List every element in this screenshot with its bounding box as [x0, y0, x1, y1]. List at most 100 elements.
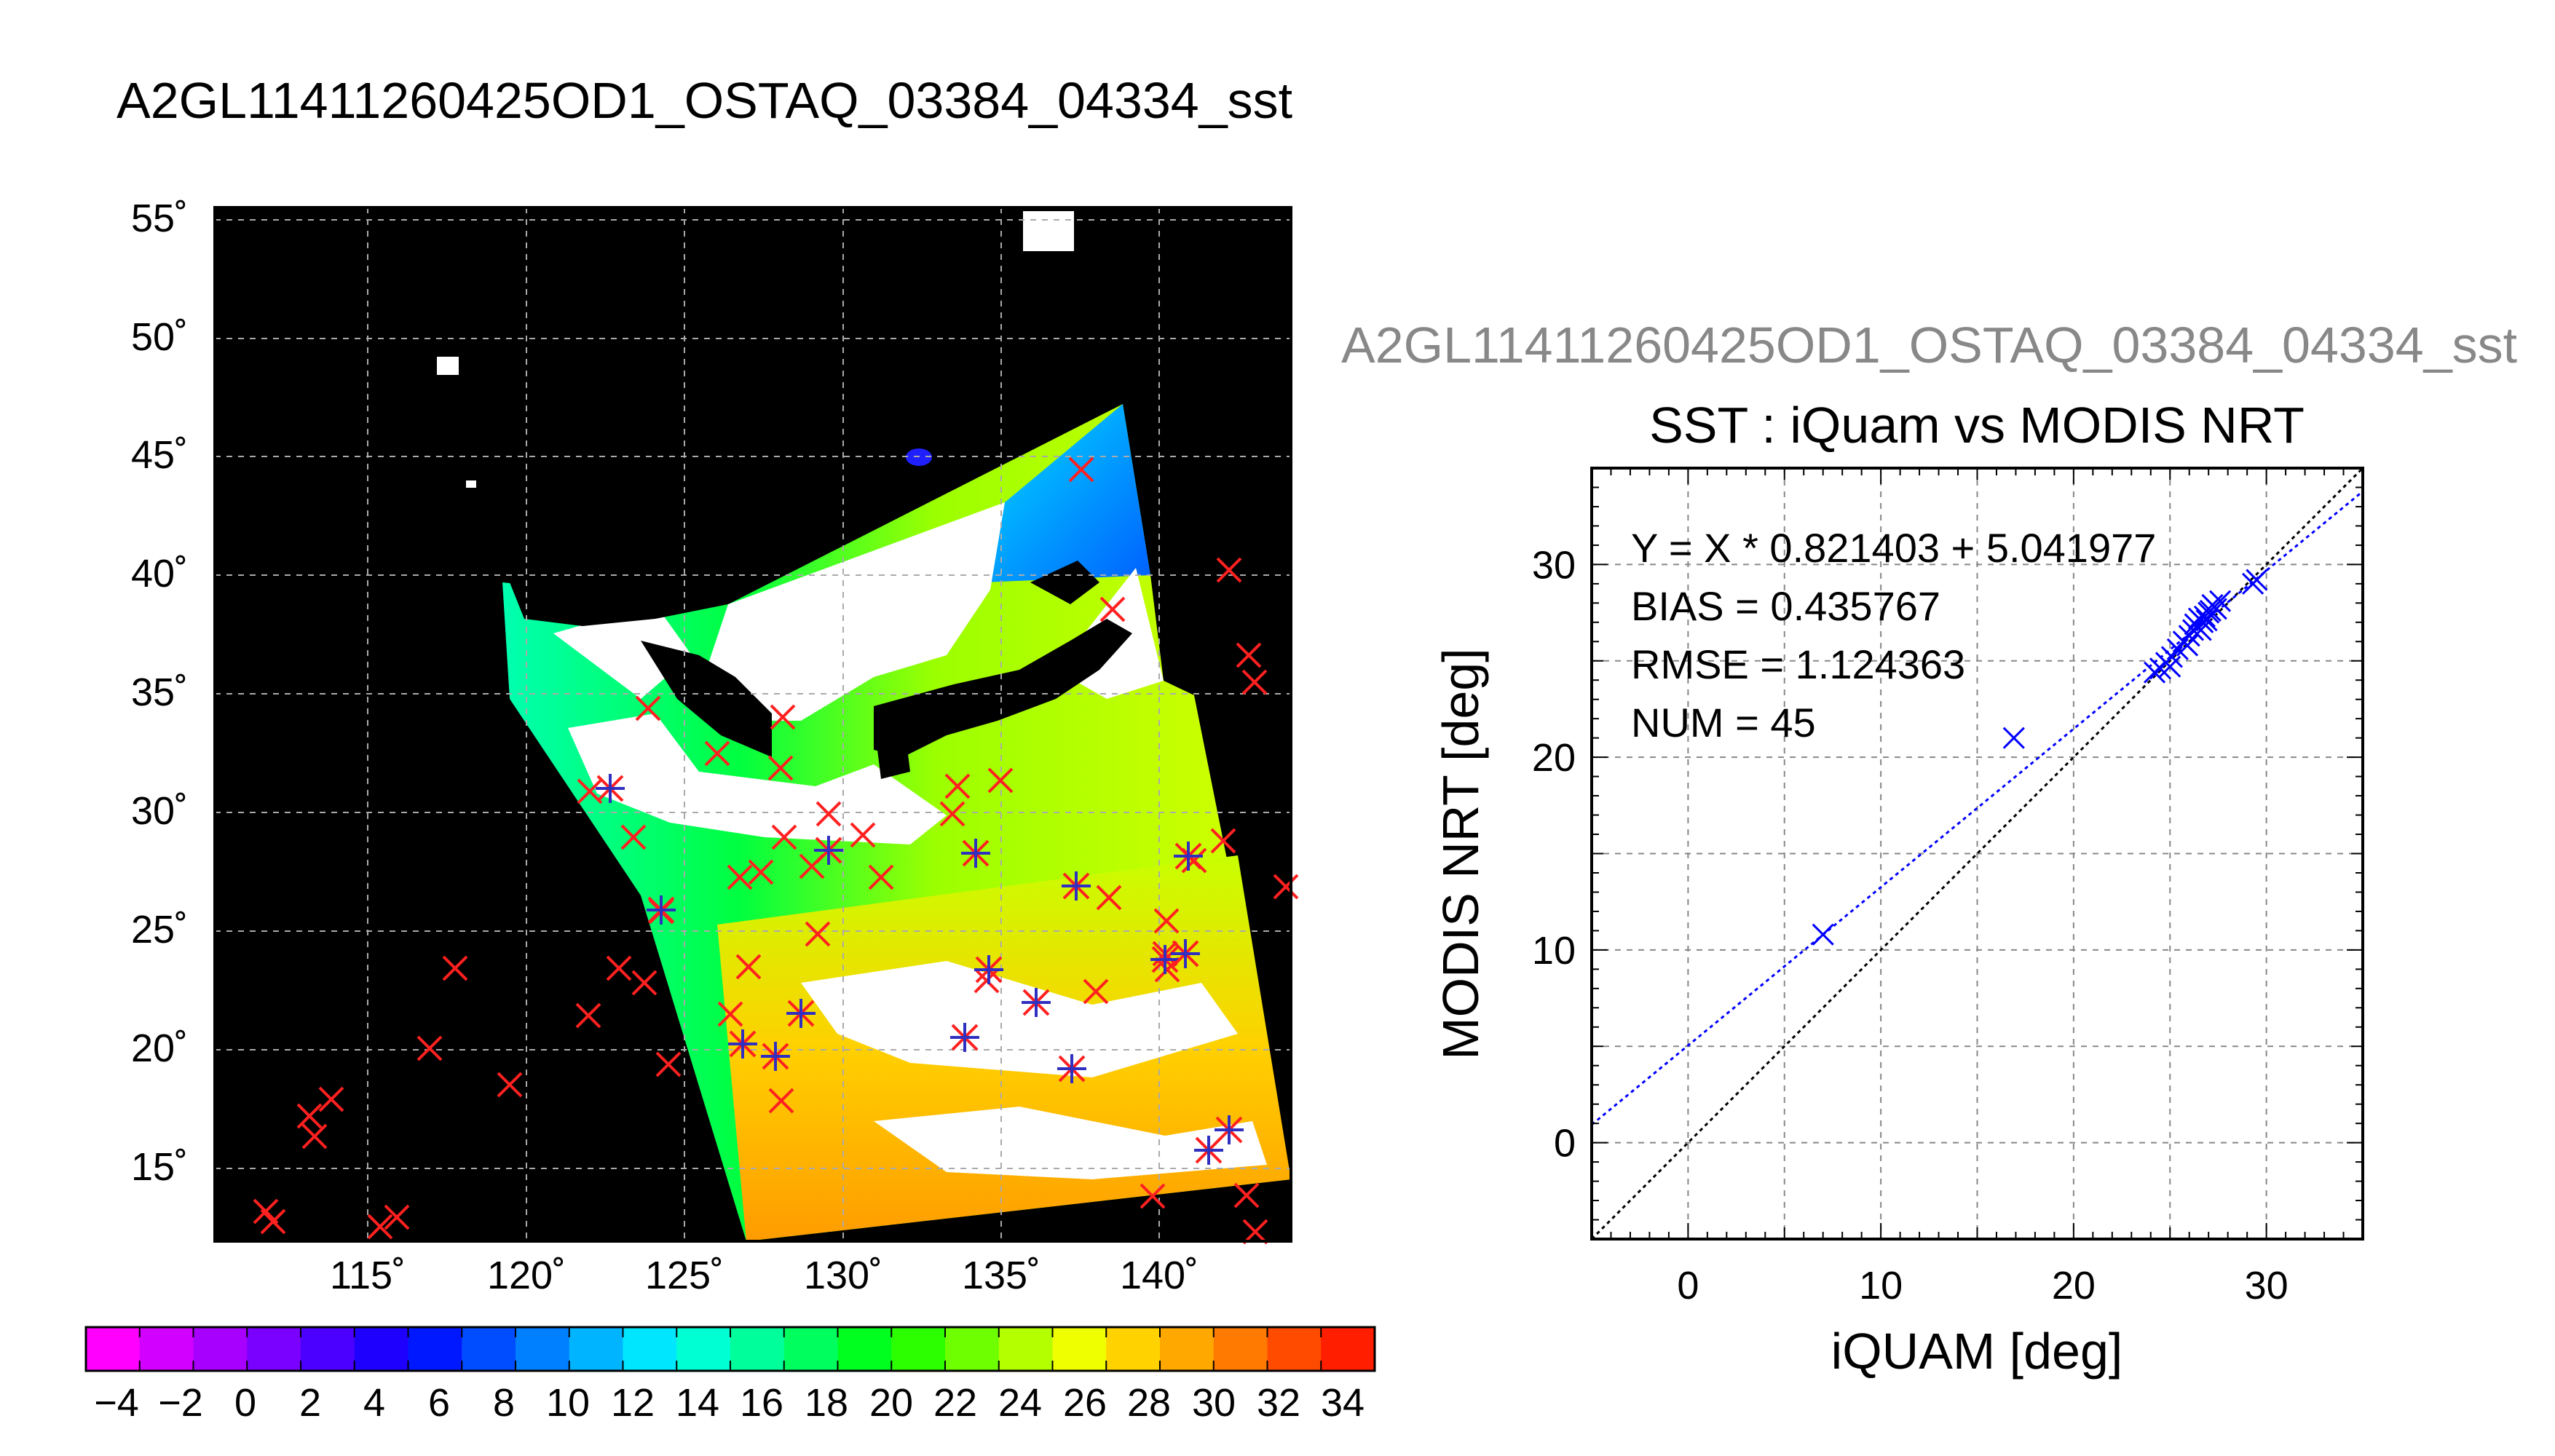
land-mask	[641, 561, 1132, 779]
colorbar-swatch	[783, 1327, 838, 1371]
colorbar-swatch	[837, 1327, 892, 1371]
colorbar-tick-label: 18	[805, 1381, 848, 1425]
colorbar-tick-label: 28	[1127, 1381, 1171, 1425]
colorbar-tick-label: −4	[94, 1381, 139, 1425]
x-tick-label: 0	[1677, 1264, 1699, 1307]
buoy-marker-red	[296, 1103, 323, 1129]
lon-tick-label: 130˚	[804, 1254, 882, 1297]
y-tick-label: 10	[1532, 929, 1576, 973]
buoy-marker-red	[416, 1035, 443, 1061]
lon-tick-label: 120˚	[487, 1254, 566, 1297]
buoy-marker-red	[768, 1088, 794, 1114]
colorbar-tick-label: 14	[676, 1381, 719, 1425]
scatter-point	[2189, 619, 2212, 641]
buoy-marker-red	[1241, 669, 1268, 695]
buoy-marker-red	[770, 704, 796, 730]
y-tick-labels: 0 10 20 30	[1532, 543, 1576, 1165]
buoy-marker-red	[606, 955, 632, 981]
scatter-point	[1812, 923, 1834, 946]
lon-tick-label: 125˚	[645, 1254, 724, 1297]
buoy-marker-red	[318, 1086, 344, 1112]
buoy-marker-match	[950, 1023, 979, 1052]
buoy-marker-red	[1273, 874, 1299, 900]
colorbar-tick-label: 32	[1257, 1381, 1300, 1425]
buoy-marker-red	[1153, 908, 1180, 934]
x-tick-label: 20	[2052, 1264, 2096, 1307]
lat-tick-label: 30˚	[131, 789, 188, 833]
buoy-marker-match	[1057, 1054, 1086, 1083]
x-tick-label: 30	[2245, 1264, 2289, 1307]
buoy-marker-red	[805, 921, 831, 947]
scatter-point	[2246, 569, 2268, 591]
colorbar-tick-label: 30	[1192, 1381, 1236, 1425]
buoy-marker-red	[944, 773, 971, 799]
buoy-marker-red	[717, 1001, 743, 1027]
buoy-marker-red	[655, 1051, 682, 1077]
scatter-point	[2159, 655, 2181, 678]
buoy-marker-red	[1233, 1182, 1260, 1208]
lat-tick-label: 45˚	[131, 433, 188, 477]
colorbar-swatch	[1160, 1327, 1215, 1371]
buoy-markers	[253, 456, 1299, 1245]
colorbar-swatch	[569, 1327, 623, 1371]
buoy-marker-match	[596, 774, 625, 803]
colorbar-labels: −4 −2 0 2 4 6 8 10 12 14 16 18 20 22 24 …	[94, 1381, 1365, 1425]
colorbar-tick-label: 10	[546, 1381, 590, 1425]
colorbar-swatch	[676, 1327, 731, 1371]
buoy-marker-red	[260, 1208, 286, 1235]
colorbar-swatch	[1267, 1327, 1322, 1371]
chart-title: SST : iQuam vs MODIS NRT	[1649, 397, 2305, 454]
scatter-point	[2205, 598, 2227, 620]
colorbar-tick-label: 16	[740, 1381, 783, 1425]
num-stat: NUM = 45	[1631, 700, 1816, 745]
lat-axis: 55˚ 50˚ 45˚ 40˚ 35˚ 30˚ 25˚ 20˚ 15˚	[131, 197, 188, 1189]
speck	[1023, 211, 1074, 251]
colorbar-swatch	[462, 1327, 516, 1371]
scatter-point	[2144, 661, 2166, 684]
colorbar-swatch	[998, 1327, 1053, 1371]
colorbar-swatch	[623, 1327, 677, 1371]
regression-line	[1591, 490, 2364, 1126]
colorbar-tick-label: 6	[428, 1381, 450, 1425]
lat-tick-label: 55˚	[131, 197, 188, 240]
buoy-marker-match	[1171, 939, 1200, 968]
buoy-marker-red	[974, 968, 1000, 994]
buoy-marker-red	[442, 955, 468, 981]
speck	[437, 357, 459, 375]
colorbar-tick-label: 20	[869, 1381, 913, 1425]
scatter-point	[2209, 590, 2232, 612]
buoy-marker-red	[1096, 885, 1122, 911]
lon-axis: 115˚ 120˚ 125˚ 130˚ 135˚ 140˚	[330, 1254, 1198, 1297]
colorbar-swatch	[730, 1327, 785, 1371]
buoy-marker-match	[1150, 945, 1180, 974]
map-frame	[213, 206, 1292, 1243]
x-tick-label: 10	[1859, 1264, 1903, 1307]
lat-tick-label: 35˚	[131, 670, 188, 714]
buoy-marker-match	[728, 1029, 757, 1059]
buoy-marker-match	[1062, 871, 1091, 901]
colorbar-tick-label: 22	[933, 1381, 977, 1425]
x-axis-label: iQUAM [deg]	[1831, 1323, 2123, 1380]
speck	[466, 480, 476, 488]
scatter-point	[2181, 619, 2205, 641]
buoy-marker-red	[1068, 456, 1094, 483]
buoy-marker-red	[631, 970, 657, 996]
y-axis-label: MODIS NRT [deg]	[1432, 648, 1489, 1059]
colorbar-swatch	[891, 1327, 946, 1371]
scatter-gridlines	[1592, 468, 2363, 1239]
buoy-marker-red	[771, 824, 797, 850]
buoy-marker-red	[367, 1214, 393, 1240]
lat-tick-label: 50˚	[131, 315, 188, 359]
buoy-marker-red	[1236, 642, 1262, 668]
colorbar-swatch	[1321, 1327, 1375, 1371]
buoy-marker-match	[647, 895, 676, 925]
colorbar-swatch	[1052, 1327, 1107, 1371]
buoy-marker-red	[1083, 978, 1109, 1005]
lat-tick-label: 40˚	[131, 552, 188, 596]
buoy-marker-red	[384, 1204, 410, 1230]
colorbar-swatch	[1106, 1327, 1161, 1371]
buoy-marker-match	[1194, 1136, 1223, 1165]
lat-tick-label: 15˚	[131, 1145, 188, 1189]
buoy-marker-red	[1099, 596, 1126, 622]
buoy-marker-red	[497, 1072, 523, 1098]
